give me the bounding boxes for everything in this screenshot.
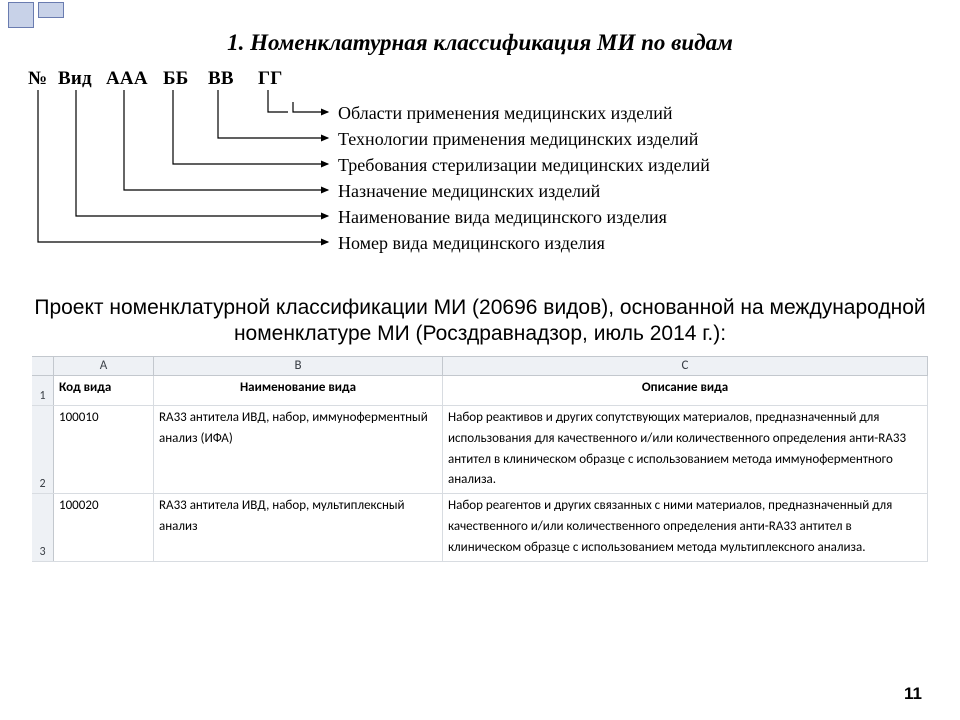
classification-diagram: Области применения медицинских изделий Т… [28, 68, 928, 288]
annot-2: Требования стерилизации медицинских изде… [338, 155, 710, 176]
header-c[interactable]: Описание вида [443, 376, 928, 405]
spreadsheet: A B C 1 Код вида Наименование вида Описа… [32, 356, 928, 562]
row-number-1[interactable]: 1 [32, 376, 54, 405]
col-letter-b[interactable]: B [154, 357, 443, 375]
annot-0: Области применения медицинских изделий [338, 103, 673, 124]
col-letter-c[interactable]: C [443, 357, 928, 375]
column-letters-row: A B C [32, 356, 928, 376]
deco-block-1 [8, 2, 34, 28]
col-letter-a[interactable]: A [54, 357, 154, 375]
table-row: 2 100010 RA33 антитела ИВД, набор, иммун… [32, 406, 928, 494]
cell-a3[interactable]: 100020 [54, 494, 154, 560]
page-title: 1. Номенклатурная классификация МИ по ви… [0, 30, 960, 56]
subtitle-text: Проект номенклатурной классификации МИ (… [30, 295, 930, 346]
cell-b2[interactable]: RA33 антитела ИВД, набор, иммуноферментн… [154, 406, 443, 493]
cell-c3[interactable]: Набор реагентов и других связанных с ним… [443, 494, 928, 560]
row-number-2[interactable]: 2 [32, 406, 54, 493]
header-a[interactable]: Код вида [54, 376, 154, 405]
annot-5: Номер вида медицинского изделия [338, 233, 605, 254]
select-all-corner[interactable] [32, 357, 54, 375]
page-number: 11 [904, 684, 922, 704]
cell-b3[interactable]: RA33 антитела ИВД, набор, мультиплексный… [154, 494, 443, 560]
deco-block-2 [38, 2, 64, 18]
header-row: 1 Код вида Наименование вида Описание ви… [32, 376, 928, 406]
annot-4: Наименование вида медицинского изделия [338, 207, 667, 228]
annot-3: Назначение медицинских изделий [338, 181, 600, 202]
header-b[interactable]: Наименование вида [154, 376, 443, 405]
cell-c2[interactable]: Набор реактивов и других сопутствующих м… [443, 406, 928, 493]
table-row: 3 100020 RA33 антитела ИВД, набор, мульт… [32, 494, 928, 561]
row-number-3[interactable]: 3 [32, 494, 54, 560]
cell-a2[interactable]: 100010 [54, 406, 154, 493]
annot-1: Технологии применения медицинских издели… [338, 129, 698, 150]
